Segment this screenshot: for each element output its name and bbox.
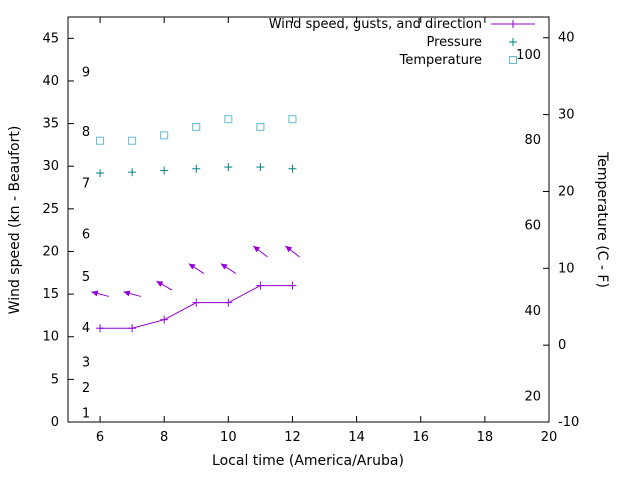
legend-entry-wind: Wind speed, gusts, and direction xyxy=(269,15,536,33)
beaufort-label: 4 xyxy=(82,321,90,336)
plot-border xyxy=(67,16,550,423)
left-tick-label: 25 xyxy=(42,202,59,217)
beaufort-label: 6 xyxy=(82,227,90,242)
left-tick-label: 45 xyxy=(42,31,59,46)
left-tick-label: 40 xyxy=(42,74,59,89)
series-plus xyxy=(96,163,297,178)
legend-entry-temperature: Temperature xyxy=(400,51,536,69)
x-tick-label: 18 xyxy=(477,430,494,445)
wind-direction-arrowhead xyxy=(91,290,99,297)
legend-square-sample xyxy=(490,53,536,67)
wind-direction-arrowhead xyxy=(156,281,164,287)
left-tick-label: 35 xyxy=(42,117,59,132)
fahrenheit-label: 40 xyxy=(524,304,541,319)
x-tick-label: 14 xyxy=(348,430,365,445)
x-tick-label: 16 xyxy=(412,430,429,445)
fahrenheit-label: 80 xyxy=(524,133,541,148)
wind-direction-arrowhead xyxy=(220,263,228,270)
x-axis-title: Local time (America/Aruba) xyxy=(212,453,404,469)
right-tick-label: 0 xyxy=(558,338,566,353)
series-line-plus xyxy=(96,281,297,333)
wind-direction-arrowhead xyxy=(123,290,131,297)
wind-direction-arrowhead xyxy=(253,245,261,253)
left-tick-label: 15 xyxy=(42,287,59,302)
right-tick-label: 30 xyxy=(558,108,575,123)
beaufort-label: 7 xyxy=(82,176,90,191)
x-tick-label: 8 xyxy=(160,430,168,445)
legend-label-wind: Wind speed, gusts, and direction xyxy=(268,16,482,32)
left-tick-label: 5 xyxy=(51,372,59,387)
x-tick-label: 12 xyxy=(284,430,301,445)
left-tick-label: 10 xyxy=(42,330,59,345)
legend-line-plus-sample xyxy=(490,17,536,31)
beaufort-label: 3 xyxy=(82,355,90,370)
legend-label-pressure: Pressure xyxy=(426,34,482,50)
left-tick-label: 20 xyxy=(42,244,59,259)
right-tick-label: 10 xyxy=(558,261,575,276)
beaufort-label: 8 xyxy=(82,125,90,140)
fahrenheit-label: 60 xyxy=(524,219,541,234)
legend-entry-pressure: Pressure xyxy=(426,33,536,51)
series-square xyxy=(96,115,297,145)
x-tick-label: 10 xyxy=(220,430,237,445)
beaufort-label: 5 xyxy=(82,270,90,285)
beaufort-label: 2 xyxy=(82,381,90,396)
right-tick-label: -10 xyxy=(558,415,579,430)
legend-plus-sample xyxy=(490,35,536,49)
fahrenheit-label: 20 xyxy=(524,389,541,404)
right-tick-label: 20 xyxy=(558,184,575,199)
legend: Wind speed, gusts, and direction Pressur… xyxy=(269,15,536,69)
right-y-axis-title: Temperature (C - F) xyxy=(594,152,610,288)
wind-direction-arrowhead xyxy=(285,245,293,253)
x-tick-label: 20 xyxy=(541,430,558,445)
right-tick-label: 40 xyxy=(558,31,575,46)
beaufort-label: 1 xyxy=(82,406,90,421)
legend-label-temperature: Temperature xyxy=(399,52,482,68)
left-tick-label: 0 xyxy=(51,415,59,430)
left-tick-label: 30 xyxy=(42,159,59,174)
x-tick-label: 6 xyxy=(96,430,104,445)
left-y-axis-title: Wind speed (kn - Beaufort) xyxy=(7,125,23,315)
beaufort-label: 9 xyxy=(82,65,90,80)
wind-direction-arrowhead xyxy=(188,263,196,270)
fahrenheit-label: 100 xyxy=(516,48,541,63)
